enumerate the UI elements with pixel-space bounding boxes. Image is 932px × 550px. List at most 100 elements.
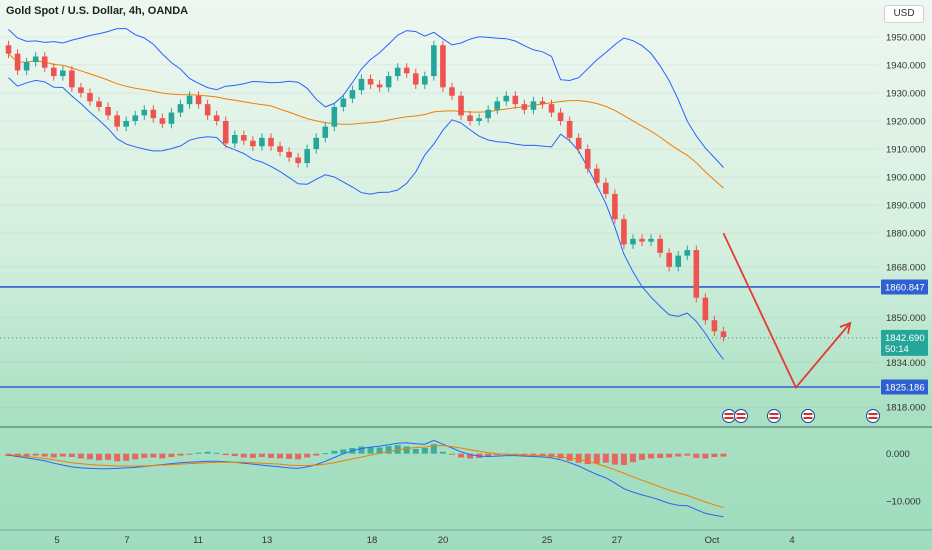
candle [168, 112, 175, 124]
time-tick-label: 18 [367, 535, 378, 546]
histogram-bar [186, 453, 193, 455]
signal-line [8, 445, 724, 509]
candle [593, 168, 600, 183]
histogram-bar [439, 451, 446, 454]
histogram-bar [249, 453, 256, 458]
candle [114, 115, 120, 127]
price-tick-label: 1890.000 [886, 201, 926, 212]
histogram-bar [195, 452, 202, 454]
candle [259, 137, 265, 147]
candle [313, 137, 320, 150]
histogram-bar [96, 453, 103, 461]
candle [78, 87, 84, 93]
candle [331, 106, 338, 127]
candle [548, 104, 555, 113]
candle [32, 56, 39, 63]
flag-stripe [736, 417, 746, 419]
candle [23, 62, 30, 71]
histogram-bar [629, 453, 636, 463]
candle [485, 109, 491, 119]
histogram-bar [50, 453, 57, 458]
histogram-bar [421, 448, 428, 454]
histogram-bar [222, 453, 229, 456]
candle [186, 95, 193, 105]
candle [367, 78, 374, 85]
us-flag-icon [866, 409, 880, 423]
candle [14, 53, 21, 71]
histogram-bar [77, 453, 84, 459]
candle [250, 140, 256, 147]
economic-events [722, 409, 880, 423]
histogram-bar [159, 453, 166, 459]
histogram-bar [584, 453, 591, 465]
candle [277, 146, 283, 152]
candle [684, 250, 691, 256]
histogram-bar [177, 453, 184, 456]
candle [231, 135, 238, 144]
candle [241, 135, 247, 141]
candle [575, 137, 582, 150]
price-grid [0, 36, 878, 408]
flag-stripe [868, 413, 878, 415]
flag-stripe [724, 413, 734, 415]
osc-tick-label: −10.000 [886, 497, 921, 508]
price-tick-label: 1834.000 [886, 358, 926, 369]
candle [639, 238, 645, 242]
histogram-bar [132, 453, 139, 460]
candle [268, 137, 274, 147]
candle [431, 45, 437, 77]
candle [530, 101, 537, 110]
histogram-bar [602, 453, 609, 463]
time-tick-label: 25 [542, 535, 553, 546]
flag-stripe [769, 413, 779, 415]
price-tick-label: 1920.000 [886, 117, 926, 128]
arrow-head [839, 321, 852, 334]
candle [621, 219, 627, 245]
histogram-bar [639, 453, 646, 460]
time-tick-label: 7 [124, 535, 129, 546]
time-tick-label: Oct [705, 535, 720, 546]
histogram-bar [648, 453, 655, 459]
histogram-bar [358, 446, 365, 454]
oscillator-axis: 0.000 −10.000 [886, 449, 921, 507]
histogram-bar [620, 453, 627, 466]
candle [286, 151, 292, 158]
histogram-bar [277, 453, 284, 459]
price-tick-label: 1950.000 [886, 32, 926, 43]
candle [467, 115, 473, 121]
candle [648, 238, 654, 242]
candle [458, 95, 464, 116]
histogram-bar [557, 453, 564, 459]
candle [150, 109, 157, 119]
flag-stripe [769, 417, 779, 419]
candle [304, 149, 310, 164]
us-flag-icon [722, 409, 736, 423]
candle [449, 87, 455, 96]
histogram-bar [494, 453, 501, 456]
candle [204, 104, 211, 116]
candle [358, 78, 365, 91]
histogram-bar [123, 453, 130, 461]
histogram-bar [566, 453, 573, 461]
histogram-bar [59, 453, 66, 457]
candle [123, 121, 129, 127]
histogram-bar [258, 453, 265, 457]
histogram-bar [430, 444, 437, 454]
candle [96, 101, 102, 107]
time-tick-label: 4 [789, 535, 794, 546]
histogram-bar [331, 450, 338, 454]
candle [69, 70, 75, 88]
histogram-bar [403, 446, 410, 454]
price-tick-label: 1940.000 [886, 60, 926, 71]
candles [5, 40, 727, 342]
horizontal-levels [0, 286, 880, 388]
candle [720, 331, 727, 338]
currency-button[interactable]: USD [884, 5, 924, 23]
histogram-bar [32, 453, 39, 456]
candle [403, 67, 410, 74]
price-countdown: 50:14 [885, 344, 909, 355]
candle [5, 45, 12, 54]
candle [394, 67, 401, 77]
moving-average [8, 53, 724, 189]
